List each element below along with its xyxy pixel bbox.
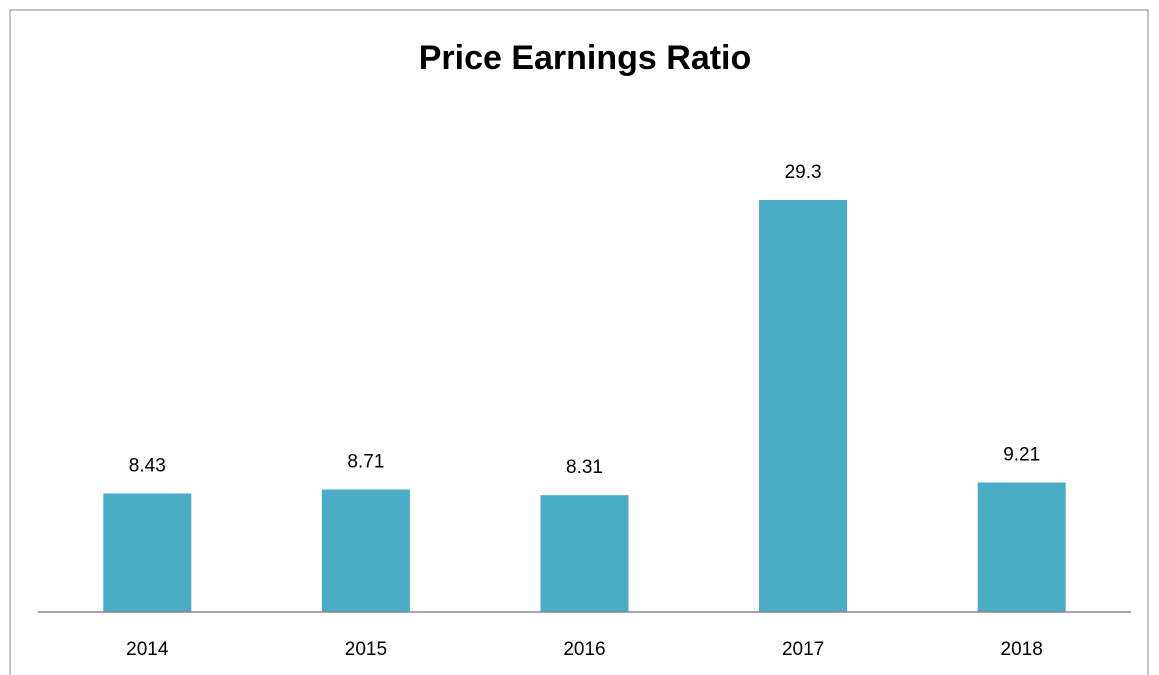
data-label: 8.31: [566, 457, 603, 478]
data-label: 9.21: [1003, 445, 1040, 466]
x-tick-label: 2017: [782, 639, 824, 660]
bar: [977, 482, 1066, 612]
chart-frame: [9, 9, 1149, 675]
data-label: 8.43: [129, 455, 166, 476]
x-tick-label: 2016: [563, 639, 605, 660]
x-tick-label: 2014: [126, 639, 169, 660]
data-label: 8.71: [347, 452, 384, 473]
chart-title: Price Earnings Ratio: [419, 39, 752, 77]
data-label: 29.3: [785, 162, 822, 183]
bar: [759, 200, 848, 612]
bar: [321, 489, 410, 612]
bar: [103, 493, 192, 612]
x-tick-label: 2018: [1001, 639, 1043, 660]
bar: [540, 495, 629, 612]
x-tick-label: 2015: [345, 639, 387, 660]
